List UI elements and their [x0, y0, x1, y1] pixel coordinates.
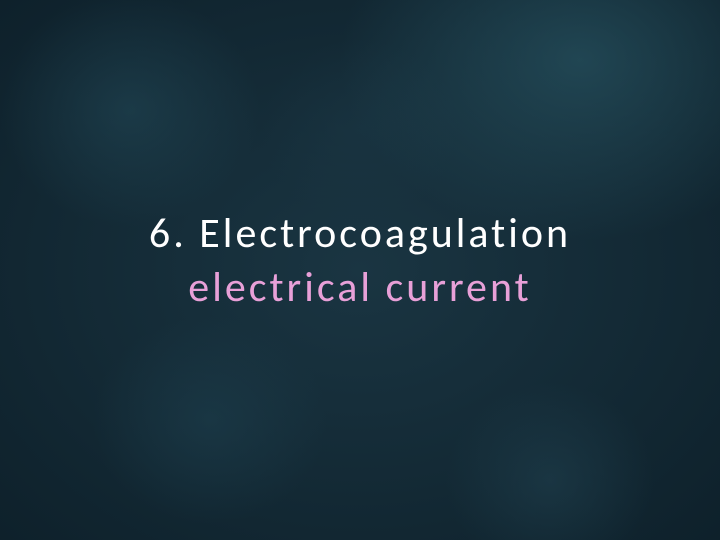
slide-container: 6. Electrocoagulation electrical current	[0, 0, 720, 540]
slide-subtitle: electrical current	[188, 262, 531, 313]
slide-number: 6.	[149, 208, 187, 259]
slide-title: Electrocoagulation	[199, 208, 571, 259]
slide-title-line: 6. Electrocoagulation	[149, 208, 571, 261]
slide-subtitle-line: electrical current	[149, 262, 571, 315]
slide-text-block: 6. Electrocoagulation electrical current	[149, 208, 571, 315]
